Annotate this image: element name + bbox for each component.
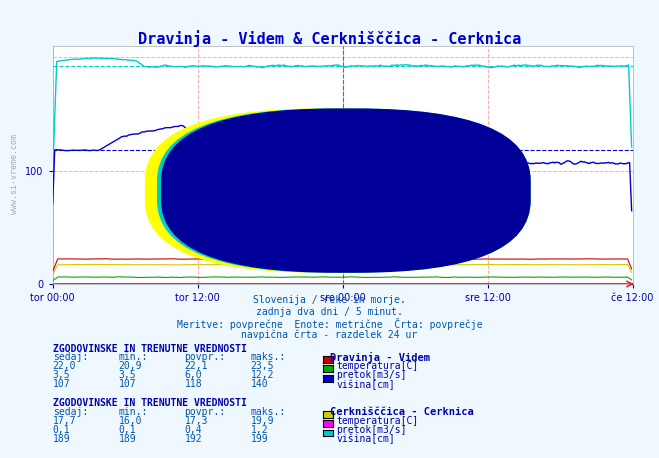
Text: zadnja dva dni / 5 minut.: zadnja dva dni / 5 minut. (256, 307, 403, 317)
Text: www.si-vreme.com: www.si-vreme.com (209, 163, 476, 191)
Text: 189: 189 (53, 434, 71, 444)
Text: pretok[m3/s]: pretok[m3/s] (336, 425, 407, 435)
Text: www.si-vreme.com: www.si-vreme.com (10, 134, 19, 214)
Text: Slovenija / reke in morje.: Slovenija / reke in morje. (253, 295, 406, 305)
Text: temperatura[C]: temperatura[C] (336, 416, 418, 426)
Text: 118: 118 (185, 379, 202, 389)
Text: 0,1: 0,1 (119, 425, 136, 435)
Text: 107: 107 (119, 379, 136, 389)
Text: Cerknišččica - Cerknica: Cerknišččica - Cerknica (330, 407, 473, 417)
Text: povpr.:: povpr.: (185, 407, 225, 417)
Text: Dravinja - Videm: Dravinja - Videm (330, 352, 430, 363)
Text: Meritve: povprečne  Enote: metrične  Črta: povprečje: Meritve: povprečne Enote: metrične Črta:… (177, 318, 482, 330)
Text: min.:: min.: (119, 352, 148, 362)
Text: 3,5: 3,5 (53, 370, 71, 380)
Text: 22,1: 22,1 (185, 361, 208, 371)
Text: 3,5: 3,5 (119, 370, 136, 380)
Text: ZGODOVINSKE IN TRENUTNE VREDNOSTI: ZGODOVINSKE IN TRENUTNE VREDNOSTI (53, 398, 246, 409)
Text: 199: 199 (250, 434, 268, 444)
Text: 20,9: 20,9 (119, 361, 142, 371)
Text: Dravinja - Videm & Cerknišččica - Cerknica: Dravinja - Videm & Cerknišččica - Cerkni… (138, 30, 521, 47)
Text: 189: 189 (119, 434, 136, 444)
Text: sedaj:: sedaj: (53, 352, 88, 362)
Text: 22,0: 22,0 (53, 361, 76, 371)
FancyBboxPatch shape (146, 109, 518, 272)
FancyBboxPatch shape (158, 109, 530, 272)
Text: 16,0: 16,0 (119, 416, 142, 426)
Text: 17,3: 17,3 (185, 416, 208, 426)
Text: 19,9: 19,9 (250, 416, 274, 426)
Text: 6,0: 6,0 (185, 370, 202, 380)
Text: 192: 192 (185, 434, 202, 444)
Text: 0,4: 0,4 (185, 425, 202, 435)
Text: 0,1: 0,1 (53, 425, 71, 435)
Text: 1,2: 1,2 (250, 425, 268, 435)
Text: navpična črta - razdelek 24 ur: navpična črta - razdelek 24 ur (241, 330, 418, 340)
Text: višina[cm]: višina[cm] (336, 434, 395, 445)
Text: maks.:: maks.: (250, 407, 285, 417)
Text: 23,5: 23,5 (250, 361, 274, 371)
Text: pretok[m3/s]: pretok[m3/s] (336, 370, 407, 380)
Text: ZGODOVINSKE IN TRENUTNE VREDNOSTI: ZGODOVINSKE IN TRENUTNE VREDNOSTI (53, 344, 246, 354)
FancyBboxPatch shape (161, 109, 530, 272)
Text: sedaj:: sedaj: (53, 407, 88, 417)
Text: višina[cm]: višina[cm] (336, 379, 395, 390)
Text: 17,7: 17,7 (53, 416, 76, 426)
Text: 107: 107 (53, 379, 71, 389)
Text: 12,2: 12,2 (250, 370, 274, 380)
Text: temperatura[C]: temperatura[C] (336, 361, 418, 371)
Text: min.:: min.: (119, 407, 148, 417)
Text: 140: 140 (250, 379, 268, 389)
Text: povpr.:: povpr.: (185, 352, 225, 362)
Text: maks.:: maks.: (250, 352, 285, 362)
